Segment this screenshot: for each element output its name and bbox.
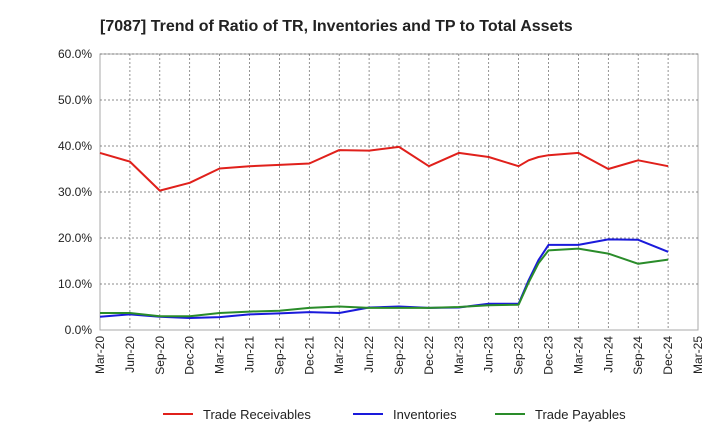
- series-line-2: [100, 247, 669, 318]
- x-tick-label: Mar-25: [691, 336, 705, 374]
- series-lines: [99, 145, 669, 319]
- x-tick-label: Dec-22: [422, 336, 436, 375]
- x-tick-label: Sep-22: [392, 336, 406, 375]
- y-tick-label: 30.0%: [58, 185, 92, 199]
- x-tick-label: Dec-20: [183, 336, 197, 375]
- y-tick-label: 60.0%: [58, 47, 92, 61]
- x-tick-label: Jun-22: [362, 336, 376, 373]
- x-tick-label: Sep-23: [512, 336, 526, 375]
- y-tick-label: 20.0%: [58, 231, 92, 245]
- x-tick-label: Sep-21: [272, 336, 286, 375]
- x-tick-label: Sep-24: [631, 336, 645, 375]
- x-tick-label: Sep-20: [153, 336, 167, 375]
- x-tick-label: Jun-20: [123, 336, 137, 373]
- y-axis: 0.0% 10.0% 20.0% 30.0% 40.0% 50.0% 60.0%: [58, 47, 92, 337]
- gridlines: [100, 53, 698, 330]
- chart-title: [7087] Trend of Ratio of TR, Inventories…: [100, 18, 573, 35]
- y-tick-label: 0.0%: [65, 323, 93, 337]
- legend: Trade Receivables Inventories Trade Payabl…: [163, 407, 626, 422]
- x-tick-label: Mar-24: [571, 336, 585, 374]
- x-tick-label: Jun-24: [601, 336, 615, 373]
- legend-label-0: Trade Receivables: [203, 407, 311, 422]
- x-tick-label: Dec-21: [302, 336, 316, 375]
- x-tick-label: Jun-21: [243, 336, 257, 373]
- series-line-0: [99, 145, 669, 192]
- x-axis: Mar-20 Jun-20 Sep-20 Dec-20 Mar-21 Jun-21 Sep-…: [93, 336, 705, 375]
- x-tick-label: Mar-21: [213, 336, 227, 374]
- y-tick-label: 50.0%: [58, 93, 92, 107]
- x-tick-label: Jun-23: [482, 336, 496, 373]
- y-tick-label: 10.0%: [58, 277, 92, 291]
- legend-label-2: Trade Payables: [535, 407, 626, 422]
- y-tick-label: 40.0%: [58, 139, 92, 153]
- legend-label-1: Inventories: [393, 407, 457, 422]
- x-tick-label: Dec-23: [542, 336, 556, 375]
- x-tick-label: Mar-23: [452, 336, 466, 374]
- x-tick-label: Mar-20: [93, 336, 107, 374]
- x-tick-label: Dec-24: [661, 336, 675, 375]
- x-tick-label: Mar-22: [332, 336, 346, 374]
